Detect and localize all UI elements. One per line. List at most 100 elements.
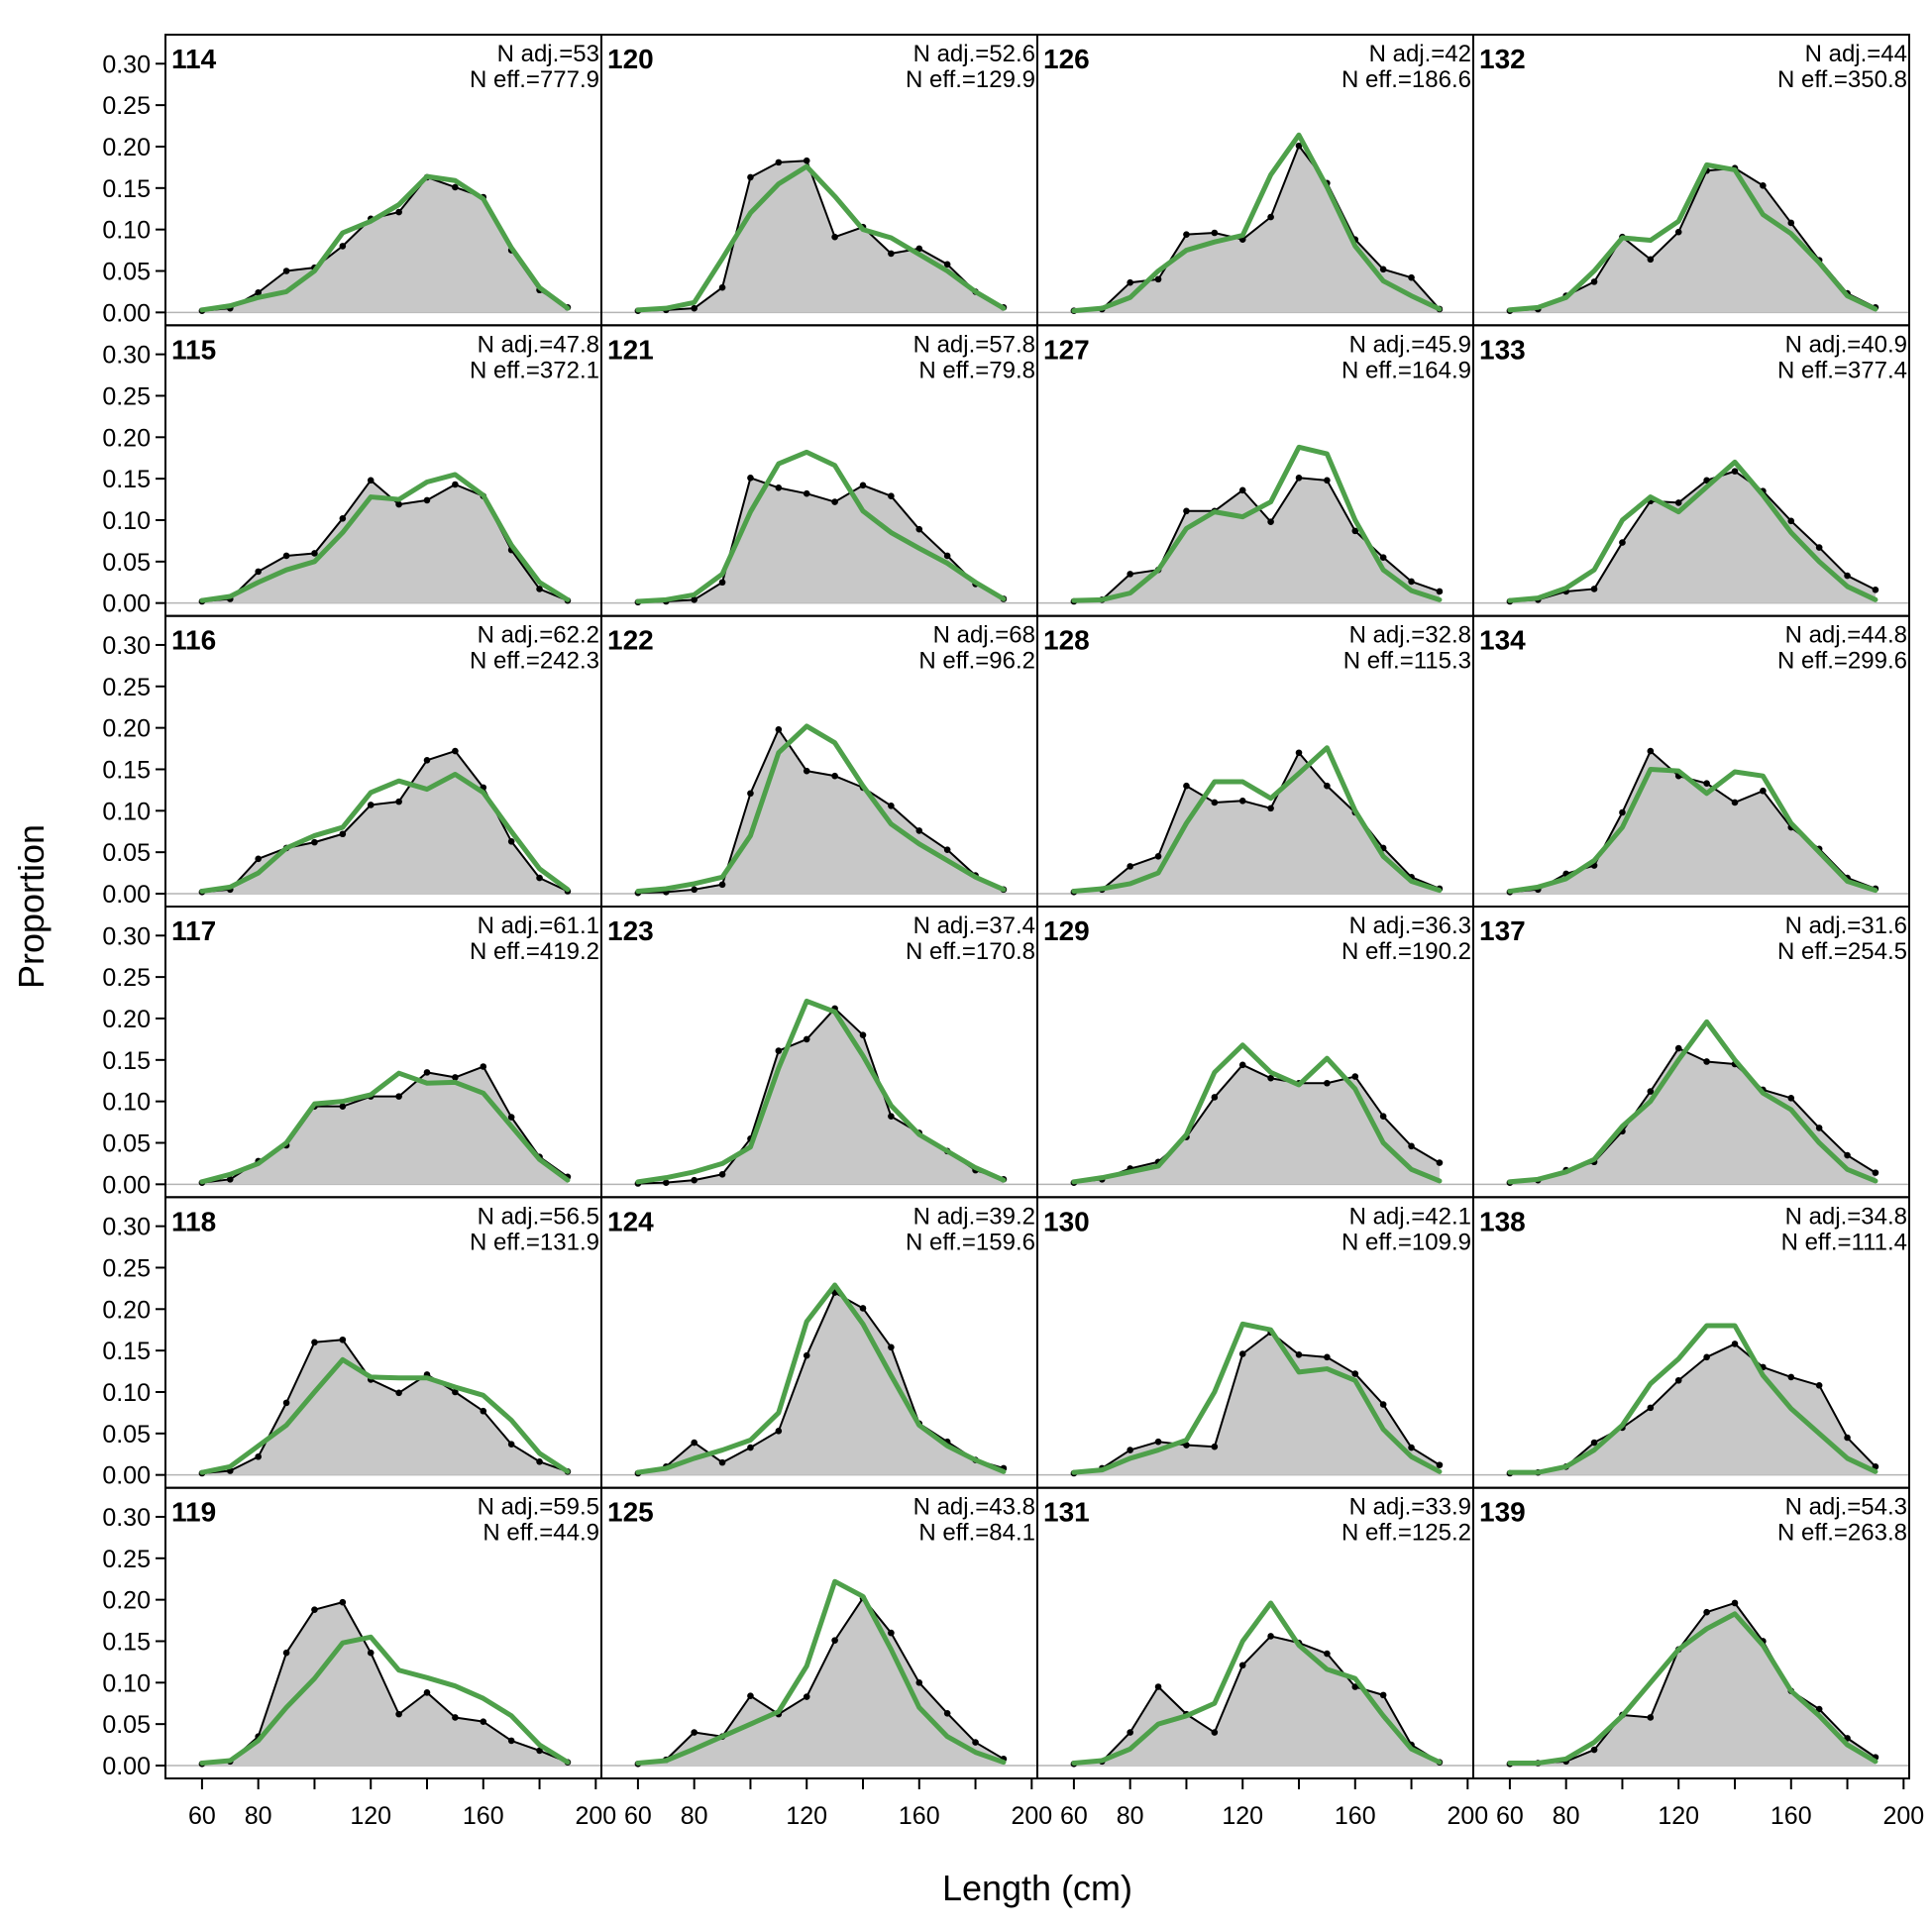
n-adj-label: N adj.=44.8 [1785, 622, 1907, 649]
observed-line [1509, 1601, 1877, 1766]
panel-label: 130 [1043, 1206, 1090, 1236]
observed-point [1731, 799, 1739, 806]
y-tick-label: 0.00 [102, 1753, 151, 1780]
observed-area [201, 480, 568, 603]
n-adj-label: N adj.=36.3 [1349, 912, 1471, 939]
observed-point [507, 1737, 515, 1745]
observed-point [1267, 213, 1274, 221]
observed-point [1408, 273, 1415, 281]
observed-point [1436, 588, 1444, 595]
observed-point [1815, 1381, 1823, 1389]
panel-label: 119 [171, 1497, 216, 1528]
y-tick-label: 0.00 [102, 881, 151, 909]
observed-point [1647, 1088, 1655, 1095]
expected-line [1071, 1042, 1443, 1185]
observed-point [831, 233, 838, 241]
y-tick-label: 0.30 [102, 342, 151, 370]
observed-line [201, 1601, 569, 1766]
n-adj-label: N adj.=54.3 [1785, 1494, 1907, 1521]
observed-point [423, 756, 431, 764]
y-tick-label: 0.10 [102, 1669, 151, 1697]
observed-point [1127, 1729, 1133, 1736]
x-tick-label: 120 [1658, 1802, 1699, 1830]
observed-point [943, 1709, 951, 1717]
observed-point [718, 1458, 726, 1466]
observed-point [1674, 228, 1682, 236]
panel-125: 125 N adj.=43.8N eff.=84.1 [600, 1486, 1038, 1779]
observed-point [1703, 1353, 1710, 1361]
observed-area [1509, 1048, 1876, 1185]
y-tick-label: 0.10 [102, 217, 151, 245]
observed-point [803, 767, 810, 775]
observed-point [255, 855, 262, 863]
observed-point [1211, 1443, 1219, 1450]
x-tick-label: 160 [899, 1802, 940, 1830]
n-eff-label: N eff.=129.9 [906, 66, 1035, 93]
x-tick-label: 80 [681, 1802, 708, 1830]
expected-line [199, 771, 571, 894]
x-tick-label: 160 [463, 1802, 504, 1830]
panel-label: 129 [1043, 915, 1090, 946]
n-eff-label: N eff.=777.9 [470, 66, 599, 93]
observed-point [943, 552, 951, 560]
expected-line [635, 723, 1007, 894]
observed-point [691, 1729, 698, 1736]
observed-point [915, 245, 923, 253]
observed-point [943, 846, 951, 853]
observed-point [395, 208, 402, 216]
n-eff-label: N eff.=131.9 [470, 1229, 599, 1255]
expected-line [199, 472, 571, 603]
panel-label: 133 [1479, 334, 1526, 365]
expected-line [1071, 1600, 1443, 1766]
observed-point [452, 1714, 459, 1721]
y-tick-label: 0.15 [102, 175, 151, 203]
n-adj-label: N adj.=56.5 [478, 1203, 599, 1230]
observed-area [201, 176, 568, 313]
expected-line [635, 449, 1007, 604]
expected-line [635, 998, 1007, 1185]
observed-point [1183, 1442, 1190, 1449]
observed-point [423, 496, 431, 504]
n-adj-label: N adj.=68 [933, 622, 1035, 649]
expected-line [1071, 745, 1443, 894]
observed-point [1436, 1461, 1444, 1468]
n-adj-label: N adj.=53 [497, 41, 599, 67]
observed-point [1211, 1729, 1219, 1736]
panel-label: 126 [1043, 44, 1090, 74]
observed-point [395, 1710, 402, 1718]
expected-line [635, 1578, 1007, 1766]
y-tick-label: 0.15 [102, 466, 151, 493]
observed-point [691, 886, 698, 894]
observed-area [1073, 478, 1440, 603]
expected-line [1071, 444, 1443, 603]
observed-point [1760, 182, 1767, 189]
n-adj-label: N adj.=57.8 [913, 331, 1035, 358]
observed-point [507, 1441, 515, 1449]
observed-point [747, 173, 754, 181]
observed-point [1731, 468, 1739, 475]
observed-line [637, 1291, 1005, 1474]
observed-point [1324, 1353, 1331, 1361]
y-tick-label: 0.10 [102, 1379, 151, 1407]
panel-label: 132 [1479, 44, 1526, 74]
panel-121: 121 N adj.=57.8N eff.=79.8 [600, 324, 1038, 617]
y-tick-label: 0.15 [102, 1047, 151, 1075]
observed-point [311, 1606, 318, 1613]
observed-point [1731, 1599, 1739, 1607]
n-adj-label: N adj.=40.9 [1785, 331, 1907, 358]
observed-point [831, 1637, 838, 1644]
observed-point [1295, 475, 1303, 482]
observed-point [1324, 1079, 1331, 1087]
observed-point [915, 1679, 923, 1686]
observed-line [1073, 145, 1441, 312]
n-eff-label: N eff.=164.9 [1342, 357, 1471, 383]
panel-label: 124 [607, 1206, 654, 1236]
panel-119: 119 N adj.=59.5N eff.=44.9 [164, 1486, 602, 1779]
observed-point [395, 798, 402, 805]
observed-point [803, 1035, 810, 1043]
observed-point [1267, 518, 1274, 525]
observed-point [691, 1176, 698, 1184]
y-tick-label: 0.30 [102, 1504, 151, 1532]
observed-area [1509, 751, 1876, 894]
n-eff-label: N eff.=96.2 [918, 648, 1035, 675]
